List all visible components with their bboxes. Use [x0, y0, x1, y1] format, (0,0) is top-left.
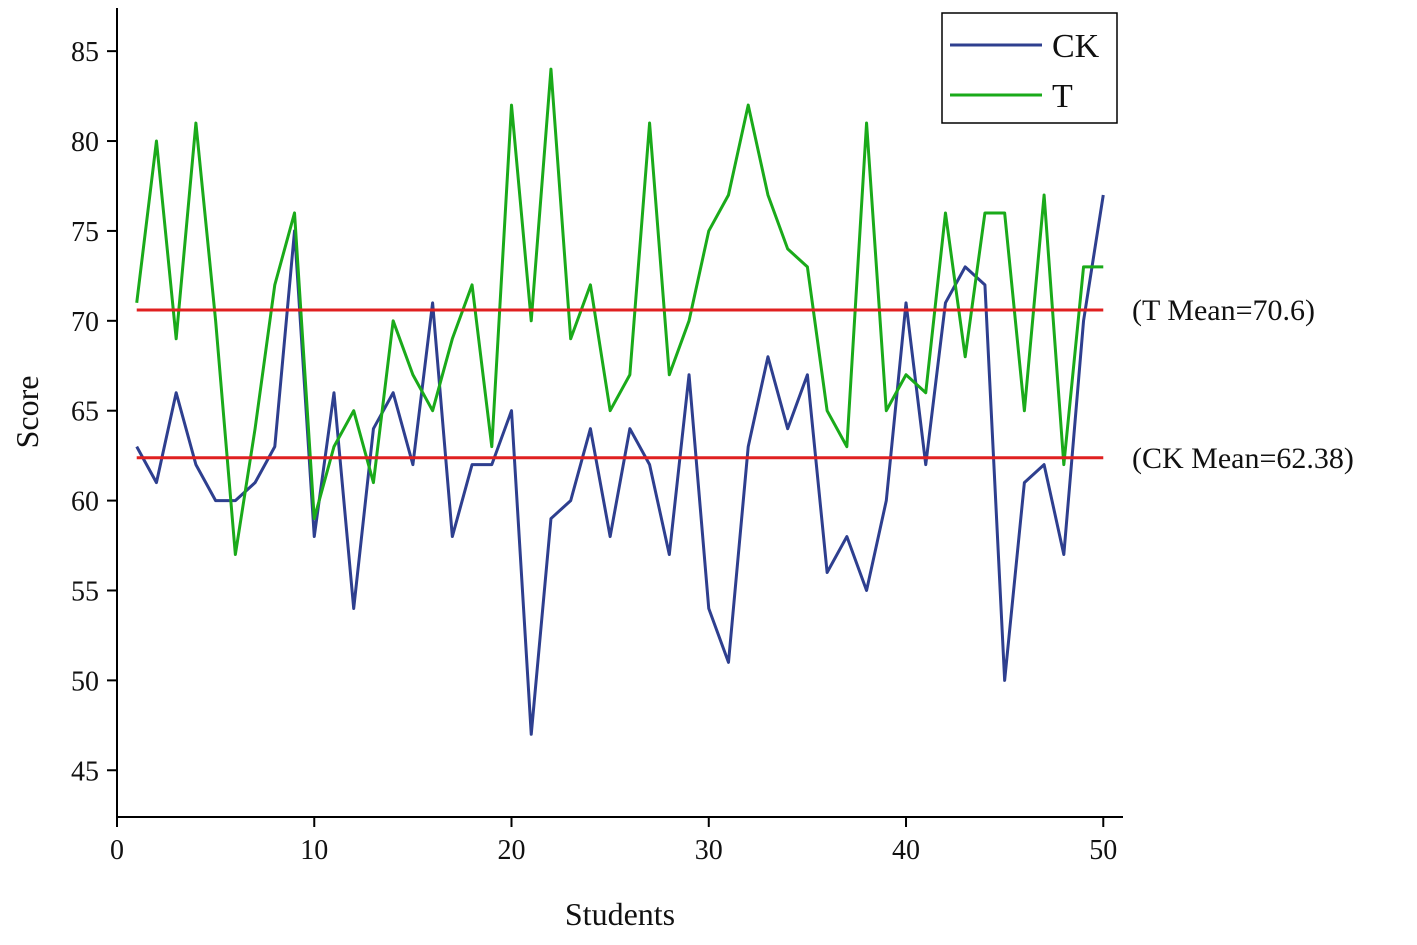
- y-tick-label: 50: [71, 666, 99, 697]
- legend-box: [941, 12, 1118, 124]
- y-tick-label: 85: [71, 37, 99, 68]
- y-tick-label: 80: [71, 127, 99, 158]
- x-tick-label: 20: [498, 835, 526, 866]
- series-line: [135, 194, 1105, 736]
- mean-label: (T Mean=70.6): [1132, 294, 1315, 327]
- y-tick-label: 65: [71, 397, 99, 428]
- x-axis-title: Students: [565, 896, 675, 932]
- x-tick-label: 40: [892, 835, 920, 866]
- y-tick-label: 45: [71, 756, 99, 787]
- legend-label: CK: [1052, 28, 1100, 65]
- y-tick-label: 75: [71, 217, 99, 248]
- mean-label: (CK Mean=62.38): [1132, 442, 1354, 475]
- legend-label: T: [1052, 78, 1073, 115]
- x-tick-label: 0: [110, 835, 124, 866]
- series-line: [135, 67, 1104, 557]
- x-tick-label: 30: [695, 835, 723, 866]
- y-axis-title: Score: [9, 376, 45, 449]
- y-tick-label: 70: [71, 307, 99, 338]
- x-tick-label: 50: [1089, 835, 1117, 866]
- y-tick-label: 55: [71, 576, 99, 607]
- x-tick-label: 10: [300, 835, 328, 866]
- y-tick-label: 60: [71, 487, 99, 518]
